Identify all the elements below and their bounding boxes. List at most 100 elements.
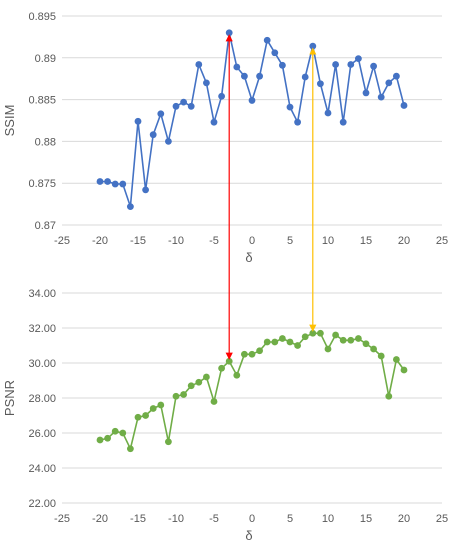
psnr-data-point: [134, 413, 142, 421]
psnr-data-point: [142, 412, 150, 419]
psnr-data-point: [218, 364, 226, 372]
psnr-data-point: [385, 392, 393, 400]
psnr-x-axis-title: δ: [245, 528, 252, 543]
ssim-chart: 0.87 0.875 0.88 0.885 0.89 0.895 -25 -20 -15 -10 -…: [2, 11, 448, 265]
ssim-x-axis-title: δ: [245, 250, 252, 265]
psnr-x-tick-label: -20: [92, 513, 108, 525]
ssim-data-point: [385, 79, 393, 87]
ssim-y-tick-label: 0.875: [28, 178, 56, 190]
ssim-data-point: [210, 118, 218, 126]
psnr-data-point: [294, 342, 301, 349]
psnr-data-point: [271, 338, 279, 346]
psnr-x-tick-label: 25: [436, 513, 448, 525]
psnr-y-tick-label: 24.00: [28, 463, 56, 475]
psnr-data-point: [263, 338, 271, 346]
psnr-data-point: [172, 392, 180, 400]
psnr-x-tick-label: -5: [209, 513, 219, 525]
ssim-x-tick-label: 10: [322, 235, 334, 247]
psnr-data-point: [241, 350, 248, 358]
ssim-data-point: [241, 72, 248, 80]
ssim-data-point: [248, 97, 256, 104]
ssim-y-tick-label: 0.89: [35, 53, 56, 65]
psnr-x-tick-label: -15: [130, 513, 146, 525]
ssim-data-point: [96, 178, 104, 185]
psnr-series-line: [99, 332, 405, 450]
ssim-x-tick-label: 0: [249, 235, 255, 247]
ssim-data-point: [172, 102, 180, 110]
ssim-data-point: [309, 42, 317, 50]
ssim-data-point: [134, 117, 142, 125]
ssim-data-point: [126, 203, 134, 211]
ssim-data-point: [218, 92, 226, 100]
psnr-data-point: [180, 391, 188, 398]
psnr-data-point: [126, 445, 134, 453]
psnr-data-point: [301, 333, 309, 341]
psnr-data-point: [248, 350, 256, 358]
ssim-data-point: [165, 138, 172, 145]
ssim-data-point: [233, 63, 241, 71]
psnr-data-point: [355, 335, 362, 342]
ssim-data-point: [203, 79, 210, 87]
psnr-data-point: [347, 336, 355, 344]
ssim-data-point: [256, 72, 263, 80]
ssim-x-tick-label: 25: [436, 235, 448, 247]
psnr-y-tick-label: 32.00: [28, 323, 56, 335]
psnr-y-axis-title: PSNR: [2, 380, 17, 416]
psnr-data-point: [203, 373, 210, 381]
ssim-y-axis-title: SSIM: [2, 105, 17, 137]
psnr-x-tick-label: -25: [54, 513, 70, 525]
psnr-data-point: [195, 378, 203, 386]
psnr-chart: 22.00 24.00 26.00 28.00 30.00 32.00 34.00 -25 -2…: [2, 288, 448, 543]
ssim-data-point: [119, 180, 127, 188]
psnr-data-point: [96, 436, 104, 444]
psnr-data-point: [362, 340, 370, 348]
ssim-data-point: [362, 89, 370, 97]
psnr-data-point: [309, 329, 317, 337]
ssim-data-point: [317, 80, 324, 88]
ssim-data-point: [301, 73, 309, 81]
psnr-data-point: [339, 336, 347, 344]
psnr-y-tick-label: 34.00: [28, 288, 56, 300]
ssim-data-point: [180, 98, 188, 106]
ssim-data-point: [195, 61, 203, 68]
ssim-data-point: [355, 55, 362, 63]
psnr-data-point: [111, 427, 119, 435]
psnr-data-point: [157, 401, 165, 409]
ssim-data-point: [347, 61, 355, 68]
ssim-data-point: [279, 61, 286, 69]
ssim-data-point: [294, 118, 301, 126]
psnr-data-point: [377, 352, 385, 360]
psnr-data-point: [324, 345, 332, 353]
psnr-y-tick-label: 22.00: [28, 498, 56, 510]
ssim-data-point: [400, 102, 408, 109]
psnr-y-tick-label: 28.00: [28, 393, 56, 405]
psnr-data-point: [210, 398, 218, 405]
psnr-data-point: [286, 338, 294, 346]
psnr-data-point: [149, 405, 157, 412]
psnr-data-point: [119, 429, 127, 437]
ssim-data-point: [149, 131, 157, 139]
psnr-data-point: [256, 347, 263, 355]
psnr-data-point: [187, 382, 195, 390]
ssim-data-point: [286, 103, 294, 111]
psnr-data-point: [225, 357, 233, 365]
psnr-data-point: [332, 331, 339, 339]
ssim-y-tick-label: 0.895: [28, 11, 56, 23]
ssim-data-point: [157, 110, 165, 118]
ssim-data-point: [377, 93, 385, 101]
ssim-x-tick-label: 5: [287, 235, 293, 247]
ssim-data-point: [339, 118, 347, 126]
ssim-data-point: [104, 178, 111, 185]
psnr-data-point: [370, 345, 377, 353]
ssim-x-tick-label: -25: [54, 235, 70, 247]
psnr-data-point: [165, 438, 172, 446]
psnr-x-tick-label: -10: [168, 513, 184, 525]
ssim-x-tick-label: -5: [209, 235, 219, 247]
ssim-data-point: [271, 49, 279, 57]
ssim-x-tick-label: 15: [360, 235, 372, 247]
ssim-data-point: [332, 61, 339, 68]
ssim-data-point: [142, 186, 150, 194]
psnr-y-tick-label: 26.00: [28, 428, 56, 440]
psnr-data-point: [104, 434, 111, 442]
